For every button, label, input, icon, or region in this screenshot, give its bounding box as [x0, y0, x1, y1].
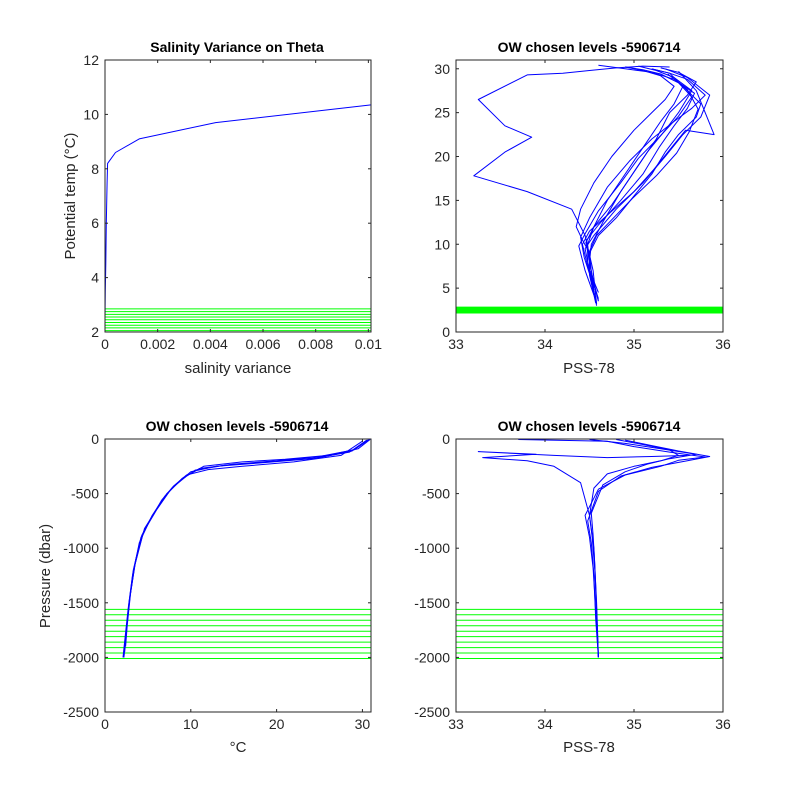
panel-2-ytick-label-1: 5 [442, 280, 450, 296]
panel-1-xtick-label-0: 0 [101, 336, 109, 352]
panel-1-xtick-label-1: 0.002 [140, 336, 175, 352]
panel-4-xlabel: PSS-78 [563, 739, 615, 756]
panel-2-xtick-label-2: 35 [626, 336, 642, 352]
panel-3-xtick-label-0: 0 [101, 716, 109, 732]
panel-3-ytick-label-1: -2000 [63, 649, 99, 665]
panel-1-ytick-label-5: 12 [83, 52, 99, 68]
panel-salinity-theta: OW chosen levels -5906714 33 34 35 36 0 5 10 15… [434, 39, 731, 377]
panel-2-xtick-label-3: 36 [715, 336, 731, 352]
panel-4-profile-3 [477, 451, 688, 658]
panel-1-xtick-label-3: 0.006 [245, 336, 280, 352]
panel-2-ytick-label-2: 10 [434, 236, 450, 252]
panel-4-ytick-label-5: 0 [442, 431, 450, 447]
panel-1-ytick-label-2: 6 [91, 215, 99, 231]
panel-3-ytick-label-4: -500 [71, 486, 99, 502]
panel-1-xtick-label-2: 0.004 [193, 336, 228, 352]
panel-4-ytick-label-4: -500 [422, 486, 450, 502]
panel-1-xtick-label-4: 0.008 [298, 336, 333, 352]
panel-2-profile-5 [585, 65, 693, 289]
panel-2-xlabel: PSS-78 [563, 360, 615, 377]
panel-temperature-pressure: OW chosen levels -5906714 0 10 20 30 -2500 -2… [37, 418, 372, 756]
panel-1-ylabel: Potential temp (°C) [62, 133, 79, 260]
panel-2-profile-11 [586, 64, 695, 290]
panel-4-ytick-label-1: -2000 [414, 649, 450, 665]
panel-4-title: OW chosen levels -5906714 [498, 418, 681, 434]
panel-4-profile-1 [587, 439, 711, 658]
panel-4-ytick-label-3: -1000 [414, 540, 450, 556]
panel-3-xtick-label-2: 20 [269, 716, 285, 732]
panel-2-ytick-label-4: 20 [434, 149, 450, 165]
panel-2-title: OW chosen levels -5906714 [498, 39, 681, 55]
panel-3-profile-3 [125, 439, 371, 647]
panel-3-ytick-label-3: -1000 [63, 540, 99, 556]
panel-1-xtick-label-5: 0.01 [355, 336, 382, 352]
panel-2-ytick-label-0: 0 [442, 324, 450, 340]
panel-4-xtick-label-1: 34 [537, 716, 553, 732]
panel-1-ytick-label-0: 2 [91, 324, 99, 340]
panel-2-axes-box [455, 59, 724, 333]
panel-1-profile-0 [104, 104, 372, 319]
panel-1-ytick-label-1: 4 [91, 270, 99, 286]
panel-2-plot-area [456, 64, 723, 314]
panel-1-ytick-label-4: 10 [83, 106, 99, 122]
panel-3-xtick-label-1: 10 [183, 716, 199, 732]
panel-1-xlabel: salinity variance [185, 360, 292, 377]
panel-3-axes-box [104, 438, 372, 713]
panel-4-profile-2 [589, 439, 697, 658]
panel-4-xtick-label-2: 35 [626, 716, 642, 732]
panel-1-axes-box [104, 59, 372, 333]
panel-2-ytick-label-6: 30 [434, 61, 450, 77]
panel-2-xtick-label-0: 33 [448, 336, 464, 352]
panel-4-xtick-label-3: 36 [715, 716, 731, 732]
panel-3-ytick-label-0: -2500 [63, 704, 99, 720]
panel-4-axes-box [455, 438, 724, 713]
panel-3-profile-4 [123, 439, 368, 658]
panel-3-profile-0 [123, 439, 367, 658]
panel-2-profile-8 [578, 66, 693, 296]
panel-1-plot-area [104, 104, 372, 332]
panel-2-ytick-label-3: 15 [434, 192, 450, 208]
panel-2-xtick-label-1: 34 [537, 336, 553, 352]
panel-2-profile-3 [584, 68, 711, 293]
panel-3-profile-2 [122, 440, 363, 658]
panel-3-ytick-label-5: 0 [91, 431, 99, 447]
panel-salinity-pressure: OW chosen levels -5906714 33 34 35 36 -2500 -… [414, 418, 731, 756]
panel-4-ytick-label-2: -1500 [414, 595, 450, 611]
panel-4-xtick-label-0: 33 [448, 716, 464, 732]
panel-3-ytick-label-2: -1500 [63, 595, 99, 611]
panel-2-profile-10 [473, 65, 670, 304]
panel-4-plot-area [456, 439, 723, 659]
panel-3-ylabel: Pressure (dbar) [37, 524, 54, 628]
panel-2-profile-6 [581, 71, 715, 299]
panel-3-title: OW chosen levels -5906714 [146, 418, 329, 434]
panel-salinity-variance: Salinity Variance on Theta 0 0.002 0.004 0.… [62, 39, 382, 377]
panel-4-ytick-label-0: -2500 [414, 704, 450, 720]
panel-3-plot-area [105, 439, 371, 659]
panel-3-xtick-label-3: 30 [355, 716, 371, 732]
panel-1-ytick-label-3: 8 [91, 161, 99, 177]
panel-4-profile-4 [518, 439, 706, 658]
panel-1-title: Salinity Variance on Theta [150, 39, 324, 55]
panel-2-profile-4 [580, 68, 706, 305]
panel-2-ytick-label-5: 25 [434, 105, 450, 121]
panel-3-xlabel: °C [230, 739, 247, 756]
